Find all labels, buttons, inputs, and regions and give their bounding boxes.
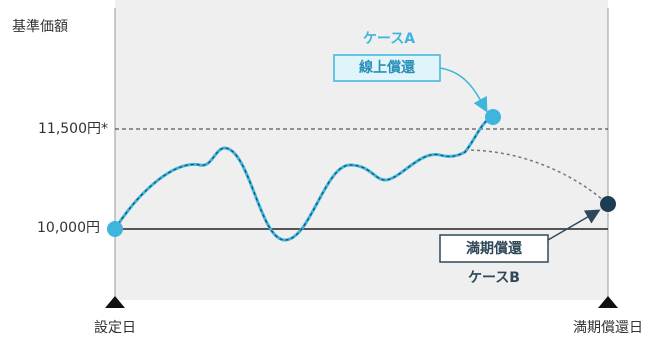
case-a-label: 線上償還 bbox=[359, 59, 416, 76]
start-label: 設定日 bbox=[94, 320, 136, 336]
case-b-point bbox=[600, 196, 616, 212]
case-b-path bbox=[464, 149, 605, 202]
y-label: 基準価額 bbox=[12, 18, 68, 35]
start-marker bbox=[105, 296, 125, 308]
case-a-arrow bbox=[439, 67, 488, 113]
start-point bbox=[107, 221, 123, 237]
case-b-arrow bbox=[547, 209, 601, 241]
case-a-point bbox=[485, 109, 501, 125]
base-level-label: 10,000円 bbox=[37, 220, 100, 236]
end-label: 満期償還日 bbox=[573, 320, 643, 336]
case-a-title: ケースA bbox=[363, 31, 415, 47]
price-path-dash bbox=[114, 116, 494, 241]
case-b-label: 満期償還 bbox=[466, 240, 523, 257]
upper-level-label: 11,500円* bbox=[38, 121, 108, 137]
end-marker bbox=[598, 296, 618, 308]
case-b-title: ケースB bbox=[468, 270, 520, 286]
case-b-box bbox=[439, 234, 549, 263]
